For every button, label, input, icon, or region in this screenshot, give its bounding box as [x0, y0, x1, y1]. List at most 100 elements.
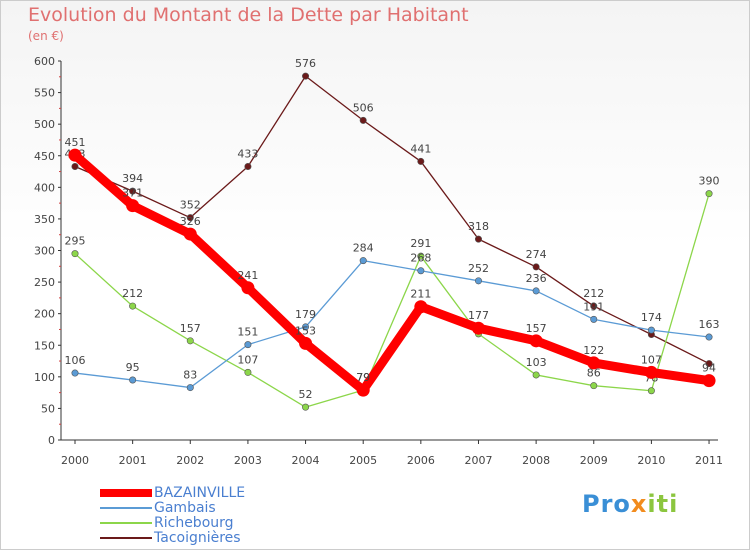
- data-point: [705, 360, 713, 368]
- data-label: 103: [526, 356, 547, 369]
- data-point: [471, 321, 485, 335]
- data-label: 107: [641, 353, 662, 366]
- data-point: [186, 214, 194, 222]
- data-point: [414, 300, 428, 314]
- data-label: 174: [641, 311, 662, 324]
- data-label: 576: [295, 57, 316, 70]
- data-point: [356, 383, 370, 397]
- y-tick-label: 450: [34, 150, 55, 163]
- data-label: 236: [526, 272, 547, 285]
- data-label: 79: [356, 371, 370, 384]
- proxiti-logo: Proxiti: [582, 490, 679, 518]
- chart-unit-label: (en €): [28, 29, 64, 43]
- y-tick-label: 0: [48, 434, 55, 447]
- data-label: 318: [468, 220, 489, 233]
- data-label: 295: [65, 235, 86, 248]
- data-label: 352: [180, 199, 201, 212]
- data-point: [244, 341, 252, 349]
- data-point: [532, 371, 540, 379]
- data-label: 122: [583, 344, 604, 357]
- data-point: [647, 326, 655, 334]
- data-point: [705, 333, 713, 341]
- legend-label: Gambais: [154, 500, 216, 516]
- data-point: [359, 116, 367, 124]
- y-tick-label: 150: [34, 339, 55, 352]
- data-point: [71, 250, 79, 258]
- data-point: [532, 263, 540, 271]
- series-line-bazainville: [70, 150, 714, 395]
- data-label: 394: [122, 172, 143, 185]
- y-tick-label: 600: [34, 55, 55, 68]
- data-point: [68, 148, 82, 162]
- legend-label: Richebourg: [154, 515, 234, 531]
- series-line-gambais: [74, 259, 710, 389]
- data-point: [474, 235, 482, 243]
- data-label: 177: [468, 309, 489, 322]
- y-tick-label: 400: [34, 181, 55, 194]
- data-point: [417, 252, 425, 260]
- y-tick-label: 50: [41, 402, 55, 415]
- data-label: 506: [353, 101, 374, 114]
- data-label: 390: [699, 175, 720, 188]
- data-point: [186, 384, 194, 392]
- data-point: [590, 302, 598, 310]
- data-point: [590, 315, 598, 323]
- data-label: 52: [299, 388, 313, 401]
- data-point: [244, 162, 252, 170]
- data-point: [186, 337, 194, 345]
- data-point: [129, 187, 137, 195]
- data-label: 107: [237, 353, 258, 366]
- data-point: [532, 287, 540, 295]
- chart-title: Evolution du Montant de la Dette par Hab…: [28, 4, 469, 26]
- legend-swatch: [100, 522, 152, 524]
- data-point: [126, 199, 140, 213]
- legend-label: BAZAINVILLE: [154, 485, 246, 501]
- data-point: [244, 368, 252, 376]
- data-label: 291: [410, 237, 431, 250]
- data-point: [299, 336, 313, 350]
- data-label: 106: [65, 354, 86, 367]
- data-point: [529, 334, 543, 348]
- legend-swatch: [100, 489, 152, 497]
- data-label: 241: [237, 269, 258, 282]
- data-point: [71, 369, 79, 377]
- data-label: 371: [122, 187, 143, 200]
- data-label: 157: [526, 322, 547, 335]
- data-label: 268: [410, 252, 431, 265]
- x-tick-label: 2006: [407, 454, 435, 467]
- data-point: [183, 227, 197, 241]
- data-point: [647, 387, 655, 395]
- x-tick-label: 2009: [580, 454, 608, 467]
- data-point: [417, 157, 425, 165]
- data-point: [71, 162, 79, 170]
- data-label: 153: [295, 324, 316, 337]
- legend-label: Tacoignières: [154, 530, 241, 546]
- x-tick-label: 2007: [464, 454, 492, 467]
- legend-swatch: [100, 507, 152, 509]
- data-label: 252: [468, 262, 489, 275]
- x-tick-label: 2008: [522, 454, 550, 467]
- data-label: 86: [587, 367, 601, 380]
- data-point: [359, 257, 367, 265]
- data-label: 83: [183, 369, 197, 382]
- series-line-tacoignières: [74, 75, 710, 365]
- data-point: [417, 267, 425, 275]
- data-label: 326: [180, 215, 201, 228]
- x-tick-label: 2003: [234, 454, 262, 467]
- y-tick-label: 350: [34, 213, 55, 226]
- data-label: 274: [526, 248, 547, 261]
- data-point: [129, 302, 137, 310]
- x-tick-label: 2001: [119, 454, 147, 467]
- x-tick-label: 2004: [292, 454, 320, 467]
- data-label: 163: [699, 318, 720, 331]
- legend-swatch: [100, 537, 152, 539]
- data-point: [474, 277, 482, 285]
- x-tick-label: 2000: [61, 454, 89, 467]
- x-tick-label: 2011: [695, 454, 723, 467]
- data-point: [644, 365, 658, 379]
- data-point: [302, 72, 310, 80]
- data-point: [302, 403, 310, 411]
- data-label: 212: [122, 287, 143, 300]
